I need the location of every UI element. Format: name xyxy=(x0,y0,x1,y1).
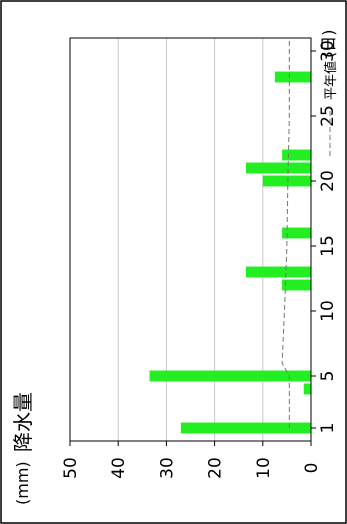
bar-day-5 xyxy=(149,370,311,382)
day-tick-label: 20 xyxy=(318,170,338,192)
bar-day-22 xyxy=(282,149,311,161)
day-tick-label: 1 xyxy=(318,423,338,434)
bar-day-12 xyxy=(282,279,311,291)
day-tick-label: 10 xyxy=(318,300,338,322)
plot-area xyxy=(69,37,312,442)
bar-day-4 xyxy=(303,383,311,395)
day-tick-label: 25 xyxy=(318,105,338,127)
bars xyxy=(149,71,311,434)
day-tick-label: 30 xyxy=(318,40,338,62)
bar-day-16 xyxy=(282,227,311,239)
value-tick-label: 20 xyxy=(206,457,226,479)
value-tick-label: 0 xyxy=(302,463,322,474)
day-tick-label: 15 xyxy=(318,235,338,257)
x-axis-unit: (日) xyxy=(319,30,338,59)
bar-day-21 xyxy=(245,162,311,174)
ticks xyxy=(69,50,316,446)
value-tick-label: 10 xyxy=(254,457,274,479)
bar-day-1 xyxy=(180,422,311,434)
title-unit: (mm) xyxy=(13,461,32,505)
bar-day-28 xyxy=(274,71,311,83)
legend-average-label: 平年値 xyxy=(323,61,339,100)
value-tick-label: 40 xyxy=(109,457,129,479)
bar-day-20 xyxy=(262,175,311,187)
chart-title: 降水量 xyxy=(11,392,35,452)
bar-day-13 xyxy=(245,266,311,278)
value-tick-label: 50 xyxy=(61,457,81,479)
day-tick-label: 5 xyxy=(318,371,338,382)
value-tick-label: 30 xyxy=(157,457,177,479)
